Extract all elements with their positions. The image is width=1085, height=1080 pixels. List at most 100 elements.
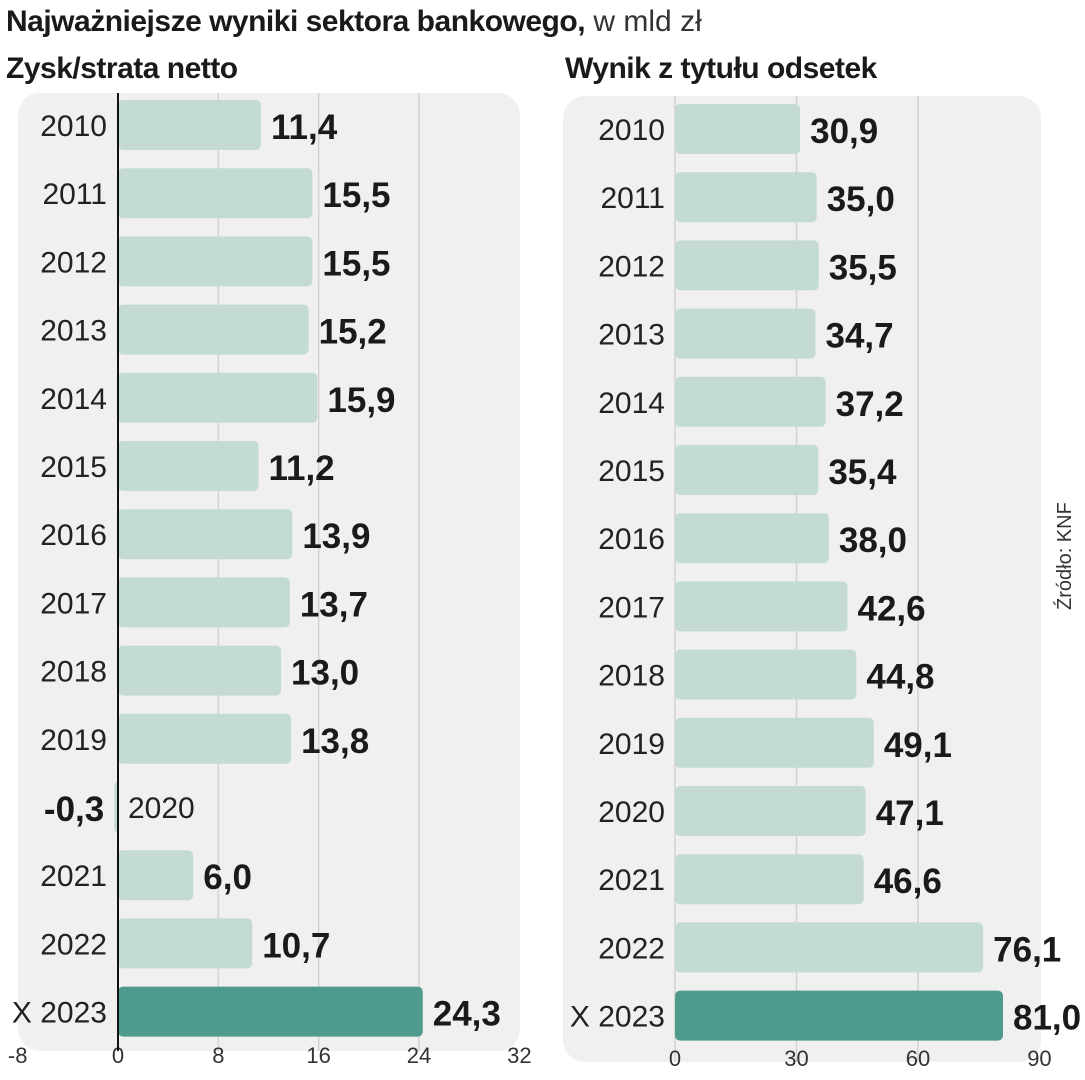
chart-title: Najważniejsze wyniki sektora bankowego, … (6, 2, 702, 42)
bar (675, 717, 874, 768)
x-tick-label: -8 (8, 1043, 28, 1068)
value-label: 35,5 (829, 248, 897, 287)
category-label: 2011 (600, 182, 665, 215)
category-label: 2018 (40, 656, 107, 689)
bar (118, 236, 313, 287)
bar (118, 713, 292, 764)
category-label: 2014 (598, 387, 665, 420)
category-label: 2017 (598, 591, 665, 624)
category-label: 2013 (40, 315, 107, 348)
bar (675, 513, 829, 564)
category-label: 2010 (598, 114, 665, 147)
bar (675, 649, 857, 700)
bar (675, 104, 801, 154)
value-label: 47,1 (876, 794, 944, 833)
x-tick-label: 60 (906, 1046, 930, 1071)
value-label: 13,8 (301, 722, 369, 761)
value-label: 35,0 (827, 180, 895, 219)
value-label: 42,6 (858, 589, 926, 628)
category-label: 2014 (40, 383, 107, 416)
value-label: 24,3 (433, 995, 501, 1034)
category-label: 2015 (598, 455, 665, 488)
category-label: 2022 (40, 928, 107, 961)
value-label: 30,9 (810, 112, 878, 151)
bar (118, 372, 318, 423)
value-label: 11,2 (268, 449, 334, 488)
category-label: 2018 (598, 660, 665, 693)
net-profit-chart: -8 0 8 16 24 32 2010 11,4 2011 15,5 2012 15,5 2013 15… (8, 93, 532, 1068)
category-label: 2013 (598, 319, 665, 352)
category-label: 2010 (40, 110, 107, 143)
bar (118, 168, 313, 219)
category-label: 2017 (40, 587, 107, 620)
bar (118, 986, 423, 1037)
bar (118, 577, 290, 628)
bar (118, 918, 253, 969)
value-label: 13,7 (300, 585, 368, 624)
bar (118, 509, 293, 560)
value-label: 38,0 (839, 521, 907, 560)
value-label: 15,9 (327, 381, 395, 420)
bar (675, 376, 826, 427)
category-label: 2015 (40, 451, 107, 484)
x-tick-label: 16 (306, 1043, 330, 1068)
bar (118, 100, 261, 150)
bar (118, 441, 259, 491)
bar (675, 922, 984, 973)
value-label: 15,2 (319, 313, 387, 352)
category-label: 2021 (40, 860, 107, 893)
bar (118, 850, 194, 901)
value-label: 34,7 (826, 317, 894, 356)
value-label: 10,7 (262, 926, 330, 965)
interest-income-chart: 0 30 60 90 2010 30,9 2011 35,0 2012 35,5 2013 34,7 2… (563, 96, 1081, 1071)
category-label: 2021 (598, 864, 665, 897)
category-label: 2016 (40, 519, 107, 552)
value-label: 44,8 (866, 658, 934, 697)
value-label: 37,2 (836, 385, 904, 424)
category-label: 2011 (42, 178, 107, 211)
category-label: 2020 (128, 792, 195, 825)
x-tick-label: 0 (112, 1043, 124, 1068)
value-label: 49,1 (884, 726, 952, 765)
bar (675, 854, 864, 905)
value-label: 15,5 (322, 244, 390, 283)
value-label: 15,5 (322, 176, 390, 215)
value-label: 76,1 (993, 930, 1061, 969)
bar (675, 445, 819, 495)
value-label: -0,3 (44, 790, 104, 829)
value-label: 11,4 (271, 108, 338, 147)
x-tick-label: 0 (669, 1046, 681, 1071)
bar (675, 786, 866, 836)
category-label: 2012 (598, 250, 665, 283)
value-label: 6,0 (203, 858, 252, 897)
category-label: 2019 (40, 724, 107, 757)
x-tick-label: 32 (507, 1043, 531, 1068)
category-label: 2020 (598, 796, 665, 829)
bar (118, 304, 309, 355)
bar (675, 308, 816, 359)
x-tick-label: 30 (784, 1046, 808, 1071)
bar (675, 990, 1003, 1041)
category-label: X 2023 (570, 1001, 665, 1034)
category-label: 2016 (598, 523, 665, 556)
chart-title-unit: w mld zł (593, 5, 702, 38)
value-label: 13,0 (291, 654, 359, 693)
category-label: 2022 (598, 932, 665, 965)
bar (675, 172, 817, 223)
bar (675, 581, 848, 632)
right-panel-title: Wynik z tytułu odsetek (565, 52, 877, 85)
category-label: 2012 (40, 246, 107, 279)
chart-title-main: Najważniejsze wyniki sektora bankowego, (6, 5, 586, 38)
bar (675, 240, 819, 291)
left-panel-title: Zysk/strata netto (6, 52, 238, 85)
value-label: 81,0 (1013, 999, 1081, 1038)
category-label: X 2023 (12, 997, 107, 1030)
x-tick-label: 24 (407, 1043, 431, 1068)
category-label: 2019 (598, 728, 665, 761)
x-tick-label: 8 (212, 1043, 224, 1068)
source-note: Źródło: KNF (1054, 502, 1076, 610)
bar (118, 645, 282, 696)
value-label: 13,9 (302, 517, 370, 556)
value-label: 35,4 (828, 453, 897, 492)
x-tick-label: 90 (1027, 1046, 1051, 1071)
